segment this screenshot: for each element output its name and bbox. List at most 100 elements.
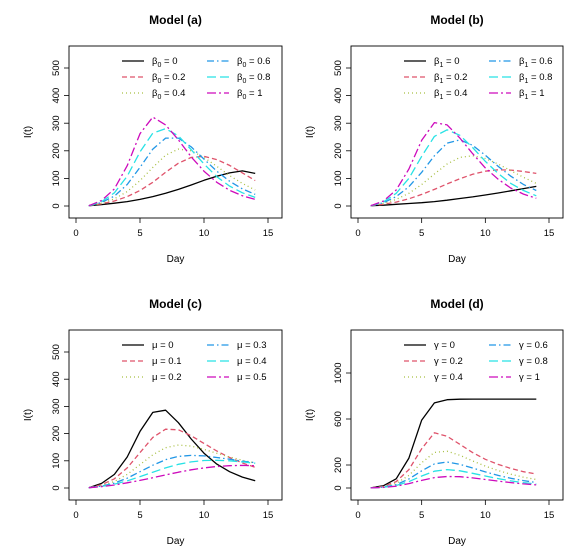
y-tick-label: 200 bbox=[51, 143, 62, 159]
x-tick-label: 10 bbox=[480, 510, 491, 521]
y-tick-label: 200 bbox=[333, 143, 344, 159]
chart-title: Model (d) bbox=[430, 297, 483, 311]
y-tick-label: 400 bbox=[333, 88, 344, 104]
x-tick-label: 5 bbox=[137, 228, 142, 239]
legend-label: β1 = 0.6 bbox=[519, 56, 552, 69]
x-tick-label: 5 bbox=[419, 228, 424, 239]
y-tick-label: 500 bbox=[51, 60, 62, 76]
series-line-a-3 bbox=[88, 137, 256, 207]
series-line-b-1 bbox=[370, 169, 537, 207]
y-tick-label: 0 bbox=[333, 485, 344, 490]
legend-label: β1 = 0 bbox=[434, 56, 460, 69]
chart-title: Model (a) bbox=[149, 13, 202, 27]
y-axis-label: I(t) bbox=[305, 409, 316, 421]
chart-panel-b: Model (b) 0 5 10 15 0 100 200 300 400 500 Day I(t) β1… bbox=[305, 13, 564, 265]
x-tick-label: 10 bbox=[199, 510, 210, 521]
legend-label: β0 = 0 bbox=[152, 56, 178, 69]
y-tick-label: 300 bbox=[333, 115, 344, 131]
legend-label: β0 = 0.6 bbox=[237, 56, 270, 69]
series-line-c-0 bbox=[88, 409, 256, 489]
y-tick-label: 400 bbox=[51, 88, 62, 104]
legend: β1 = 0 β1 = 0.2 β1 = 0.4 β1 = 0.6 β1 = 0.8 β1… bbox=[404, 56, 552, 101]
legend-label: γ = 0.2 bbox=[434, 356, 463, 367]
x-tick-label: 5 bbox=[137, 510, 142, 521]
legend-label: β1 = 0.8 bbox=[519, 72, 552, 85]
series-line-a-2 bbox=[88, 148, 256, 207]
legend: μ = 0 μ = 0.1 μ = 0.2 μ = 0.3 μ = 0.4 μ = 0.5 bbox=[122, 340, 267, 383]
x-tick-label: 15 bbox=[544, 228, 555, 239]
x-tick-label: 5 bbox=[419, 510, 424, 521]
legend-label: μ = 0.1 bbox=[152, 356, 182, 367]
y-axis-label: I(t) bbox=[305, 126, 316, 138]
legend: β0 = 0 β0 = 0.2 β0 = 0.4 β0 = 0.6 β0 = 0.8 β0… bbox=[122, 56, 270, 101]
plot-frame bbox=[350, 45, 564, 219]
series-line-a-1 bbox=[88, 155, 256, 207]
chart-title: Model (b) bbox=[430, 13, 483, 27]
series-line-b-4 bbox=[370, 129, 537, 207]
x-tick-label: 10 bbox=[480, 228, 491, 239]
legend-label: β1 = 1 bbox=[519, 88, 545, 101]
x-axis-label: Day bbox=[167, 536, 185, 547]
y-tick-label: 500 bbox=[333, 60, 344, 76]
y-tick-label: 0 bbox=[333, 203, 344, 208]
y-tick-label: 100 bbox=[51, 453, 62, 469]
series-line-b-3 bbox=[370, 139, 537, 207]
legend-label: μ = 0.4 bbox=[237, 356, 267, 367]
series-line-d-3 bbox=[370, 461, 537, 489]
legend-label: β0 = 0.4 bbox=[152, 88, 185, 101]
series-line-d-4 bbox=[370, 468, 537, 489]
series-line-c-2 bbox=[88, 444, 256, 489]
y-tick-label: 500 bbox=[51, 344, 62, 360]
legend-label: μ = 0.3 bbox=[237, 340, 267, 351]
series-line-c-4 bbox=[88, 459, 256, 489]
series-line-c-3 bbox=[88, 454, 256, 489]
y-tick-label: 100 bbox=[51, 170, 62, 186]
series-line-a-4 bbox=[88, 128, 256, 207]
legend-label: γ = 1 bbox=[519, 372, 540, 383]
legend-label: γ = 0.6 bbox=[519, 340, 548, 351]
x-tick-label: 0 bbox=[355, 510, 360, 521]
plot-frame bbox=[350, 329, 564, 501]
y-axis-label: I(t) bbox=[23, 409, 34, 421]
y-tick-label: 1000 bbox=[333, 362, 344, 383]
legend-label: γ = 0 bbox=[434, 340, 455, 351]
series-line-d-2 bbox=[370, 450, 537, 489]
x-tick-label: 0 bbox=[355, 228, 360, 239]
series-line-b-0 bbox=[370, 185, 537, 207]
x-tick-label: 15 bbox=[263, 228, 274, 239]
series-line-b-2 bbox=[370, 155, 537, 207]
series-line-c-5 bbox=[88, 464, 256, 489]
legend-label: β0 = 0.8 bbox=[237, 72, 270, 85]
series-line-d-5 bbox=[370, 475, 537, 489]
x-axis-label: Day bbox=[448, 254, 466, 265]
x-tick-label: 0 bbox=[73, 510, 78, 521]
legend-label: β0 = 0.2 bbox=[152, 72, 185, 85]
x-axis-label: Day bbox=[167, 254, 185, 265]
x-tick-label: 15 bbox=[263, 510, 274, 521]
y-tick-label: 200 bbox=[333, 457, 344, 473]
x-axis-label: Day bbox=[448, 536, 466, 547]
legend-label: μ = 0.5 bbox=[237, 372, 267, 383]
legend-label: μ = 0.2 bbox=[152, 372, 182, 383]
y-axis-label: I(t) bbox=[23, 126, 34, 138]
legend-label: γ = 0.4 bbox=[434, 372, 463, 383]
y-tick-label: 0 bbox=[51, 485, 62, 490]
series-line-a-5 bbox=[88, 116, 256, 207]
y-tick-label: 300 bbox=[51, 398, 62, 414]
chart-panel-c: Model (c) 0 5 10 15 0 100 200 300 400 500 Day I(t) μ … bbox=[23, 297, 283, 547]
plot-frame bbox=[68, 329, 283, 501]
y-tick-label: 200 bbox=[51, 426, 62, 442]
legend: γ = 0 γ = 0.2 γ = 0.4 γ = 0.6 γ = 0.8 γ = 1 bbox=[404, 340, 548, 383]
x-tick-label: 0 bbox=[73, 228, 78, 239]
series-line-b-5 bbox=[370, 121, 537, 207]
series-line-d-1 bbox=[370, 432, 537, 489]
y-tick-label: 100 bbox=[333, 170, 344, 186]
legend-label: β0 = 1 bbox=[237, 88, 263, 101]
legend-label: β1 = 0.4 bbox=[434, 88, 467, 101]
plot-frame bbox=[68, 45, 283, 219]
series-line-d-0 bbox=[370, 398, 537, 489]
y-tick-label: 0 bbox=[51, 203, 62, 208]
y-tick-label: 300 bbox=[51, 115, 62, 131]
